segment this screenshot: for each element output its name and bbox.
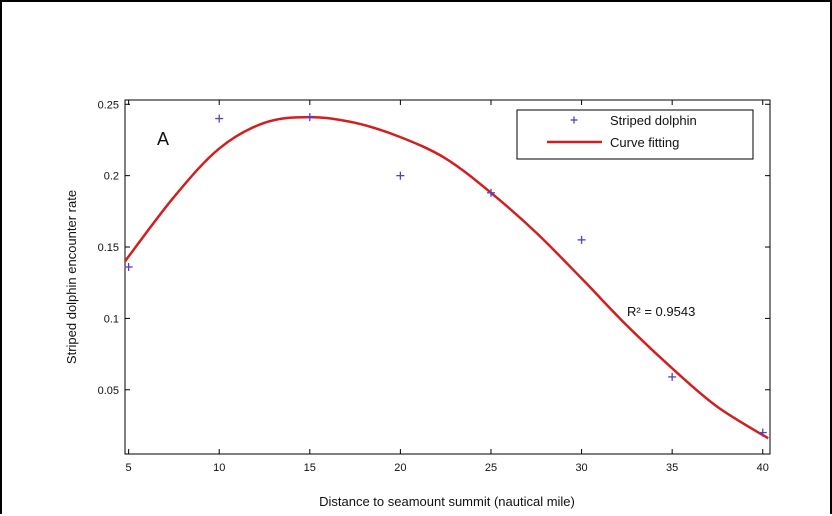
- x-tick-label: 10: [213, 462, 225, 474]
- x-tick-label: 20: [394, 462, 406, 474]
- striped-dolphin-point: [758, 428, 767, 437]
- x-tick-label: 25: [485, 462, 497, 474]
- y-axis-label: Striped dolphin encounter rate: [64, 190, 79, 364]
- x-tick-label: 15: [304, 462, 316, 474]
- legend-label-striped-dolphin: Striped dolphin: [610, 113, 697, 128]
- panel-label: A: [157, 129, 169, 149]
- striped-dolphin-point: [577, 235, 586, 244]
- striped-dolphin-point: [668, 372, 677, 381]
- y-tick-label: 0.1: [104, 313, 119, 325]
- striped-dolphin-point: [305, 113, 314, 122]
- series-layer: [124, 113, 769, 440]
- y-axis: 0.05 0.1 0.15 0.2 0.25: [98, 99, 770, 397]
- x-tick-label: 40: [757, 462, 769, 474]
- y-tick-label: 0.2: [104, 171, 119, 183]
- x-tick-label: 35: [666, 462, 678, 474]
- y-tick-label: 0.05: [98, 385, 119, 397]
- striped-dolphin-point: [396, 171, 405, 180]
- y-tick-label: 0.25: [98, 99, 119, 111]
- r-squared-annotation: R² = 0.9543: [627, 304, 695, 319]
- legend-label-curve-fitting: Curve fitting: [610, 135, 679, 150]
- legend-scatter-marker: [570, 116, 578, 124]
- legend-box: [516, 109, 754, 160]
- x-tick-label: 5: [126, 462, 132, 474]
- striped-dolphin-point: [124, 263, 133, 272]
- legend: Striped dolphin Curve fitting: [516, 109, 754, 160]
- y-tick-label: 0.15: [98, 242, 119, 254]
- x-tick-label: 30: [575, 462, 587, 474]
- x-axis-label: Distance to seamount summit (nautical mi…: [319, 494, 575, 509]
- curve-fitting-line: [124, 115, 769, 440]
- striped-dolphin-point: [215, 114, 224, 123]
- striped-dolphin-point: [486, 188, 495, 197]
- x-axis: 5 10 15 20 25 30 35 40: [126, 100, 769, 474]
